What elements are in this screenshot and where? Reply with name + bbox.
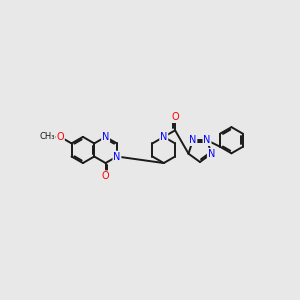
Text: O: O [171,112,179,122]
Text: N: N [189,135,197,145]
Text: CH₃: CH₃ [39,132,55,141]
Text: O: O [56,132,64,142]
Text: N: N [160,132,167,142]
Text: N: N [208,149,215,159]
Text: N: N [102,132,109,142]
Text: O: O [102,171,110,181]
Text: N: N [113,152,121,161]
Text: N: N [203,135,211,145]
